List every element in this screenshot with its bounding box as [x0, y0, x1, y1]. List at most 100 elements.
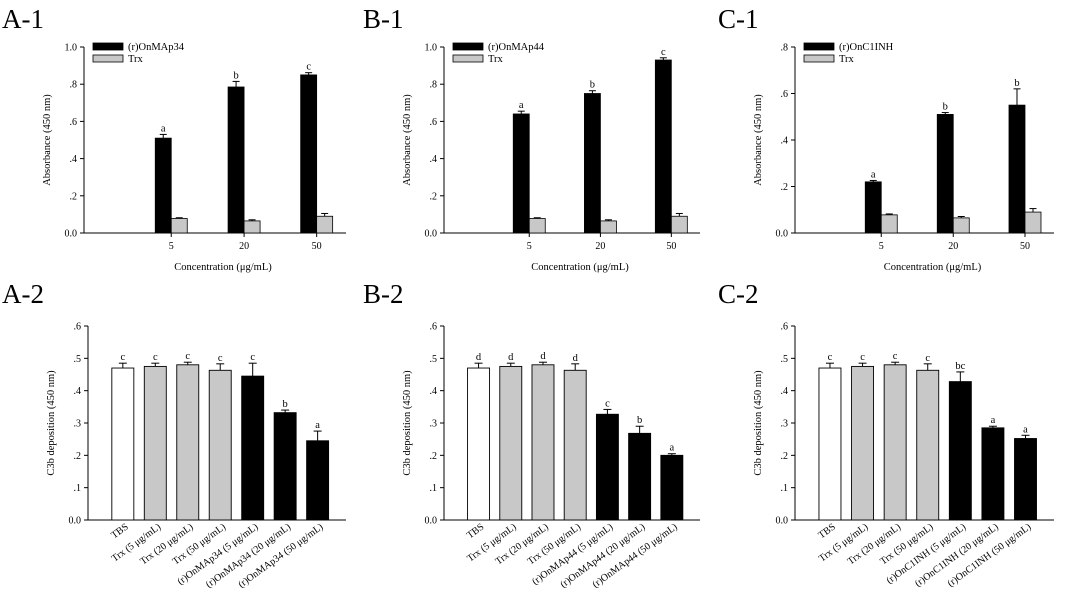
panel-label: A-1 — [2, 4, 44, 34]
legend-label: Trx — [839, 54, 855, 65]
bar — [176, 364, 200, 521]
y-tick-label: .4 — [781, 386, 789, 397]
bar — [467, 367, 491, 521]
bar-sample — [584, 93, 601, 234]
y-tick-label: .8 — [430, 80, 438, 91]
y-tick-label: 0.0 — [776, 516, 789, 527]
y-tick-label: .4 — [430, 154, 438, 165]
bar-trx — [316, 215, 334, 234]
bar — [241, 375, 265, 521]
significance-letter: c — [925, 353, 930, 364]
y-tick-label: .2 — [781, 182, 789, 193]
y-axis-title: C3b deposition (450 nm) — [753, 370, 764, 476]
y-tick-label: .5 — [74, 354, 82, 365]
y-tick-label: .3 — [781, 419, 789, 430]
x-tick-label: 5 — [527, 241, 532, 252]
significance-letter: c — [828, 352, 833, 363]
y-tick-label: .5 — [781, 354, 789, 365]
y-axis-title: C3b deposition (450 nm) — [402, 370, 413, 476]
bar — [818, 367, 842, 521]
legend-swatch — [803, 54, 835, 63]
bar — [916, 369, 940, 521]
y-tick-label: .1 — [74, 483, 82, 494]
legend-label: Trx — [128, 54, 144, 65]
significance-letter: a — [519, 100, 524, 111]
x-tick-label: TBS — [465, 522, 486, 542]
x-tick-label: 5 — [169, 241, 174, 252]
legend-label: (r)OnC1INH — [839, 42, 894, 53]
significance-letter: b — [1014, 78, 1019, 89]
y-tick-label: .6 — [430, 322, 438, 333]
x-tick-label: TBS — [816, 522, 837, 542]
significance-letter: bc — [955, 361, 965, 372]
significance-letter: c — [153, 352, 158, 363]
bar — [851, 365, 875, 521]
x-tick-label: 50 — [312, 241, 322, 252]
bar-trx — [243, 220, 261, 234]
y-tick-label: 0.0 — [425, 516, 438, 527]
panel-label: B-1 — [363, 4, 404, 34]
y-tick-label: .6 — [781, 322, 789, 333]
bar — [306, 440, 330, 521]
significance-letter: c — [661, 47, 666, 58]
bar — [208, 369, 232, 521]
y-tick-label: .3 — [430, 419, 438, 430]
significance-letter: c — [185, 351, 190, 362]
y-tick-label: .1 — [430, 483, 438, 494]
bar-sample — [1008, 104, 1026, 234]
x-axis-title: Concentration (μg/mL) — [884, 262, 982, 273]
significance-letter: a — [871, 169, 876, 180]
y-axis-title: Absorbance (450 nm) — [753, 94, 764, 186]
y-tick-label: 1.0 — [65, 43, 78, 54]
y-axis-title: Absorbance (450 nm) — [402, 94, 413, 186]
y-tick-label: .2 — [74, 451, 82, 462]
panel-label: A-2 — [2, 279, 44, 309]
legend-swatch — [452, 42, 484, 51]
y-tick-label: .4 — [74, 386, 82, 397]
bar-sample — [227, 86, 245, 234]
chart-panel-a-2: A-2 0.0 .1 .2 .3 .4 .5 .6 C3b deposition (450 nm… — [2, 279, 346, 590]
legend-swatch — [803, 42, 835, 51]
bar-trx — [670, 215, 688, 234]
panel-label: C-2 — [718, 279, 759, 309]
bar — [563, 369, 587, 521]
bar-trx — [170, 218, 188, 234]
y-tick-label: .2 — [781, 451, 789, 462]
bar-sample — [654, 59, 672, 234]
legend-swatch — [452, 54, 484, 63]
bar-sample — [300, 74, 318, 234]
y-tick-label: 0.0 — [69, 516, 82, 527]
significance-letter: d — [573, 353, 579, 364]
bar — [883, 364, 907, 521]
panel-label: C-1 — [718, 4, 759, 34]
legend-label: (r)OnMAp34 — [128, 42, 185, 53]
bar — [143, 365, 167, 521]
bar — [499, 365, 523, 521]
significance-letter: a — [1023, 424, 1028, 435]
chart-panel-c-1: C-1 0.0 .2 .4 .6 .8 Absorbance (450 nm) 5 a 20 b 50… — [718, 4, 1054, 273]
y-tick-label: .4 — [430, 386, 438, 397]
significance-letter: d — [540, 351, 546, 362]
legend-label: Trx — [488, 54, 504, 65]
significance-letter: a — [991, 415, 996, 426]
y-tick-label: .6 — [781, 89, 789, 100]
significance-letter: c — [120, 352, 125, 363]
significance-letter: a — [315, 420, 320, 431]
y-tick-label: .8 — [70, 80, 78, 91]
significance-letter: c — [250, 352, 255, 363]
bar-trx — [952, 217, 970, 234]
y-tick-label: .2 — [430, 451, 438, 462]
chart-panel-b-2: B-2 0.0 .1 .2 .3 .4 .5 .6 C3b deposition (450 nm… — [363, 279, 700, 590]
x-tick-label: 50 — [666, 241, 676, 252]
panel-label: B-2 — [363, 279, 404, 309]
bar-sample — [936, 114, 954, 234]
bar — [111, 367, 135, 521]
x-tick-label: 20 — [948, 241, 958, 252]
significance-letter: d — [508, 352, 514, 363]
x-axis-title: Concentration (μg/mL) — [174, 262, 272, 273]
x-tick-label: 20 — [239, 241, 249, 252]
y-tick-label: 0.0 — [425, 229, 438, 240]
bar — [628, 432, 652, 521]
legend-swatch — [92, 42, 124, 51]
